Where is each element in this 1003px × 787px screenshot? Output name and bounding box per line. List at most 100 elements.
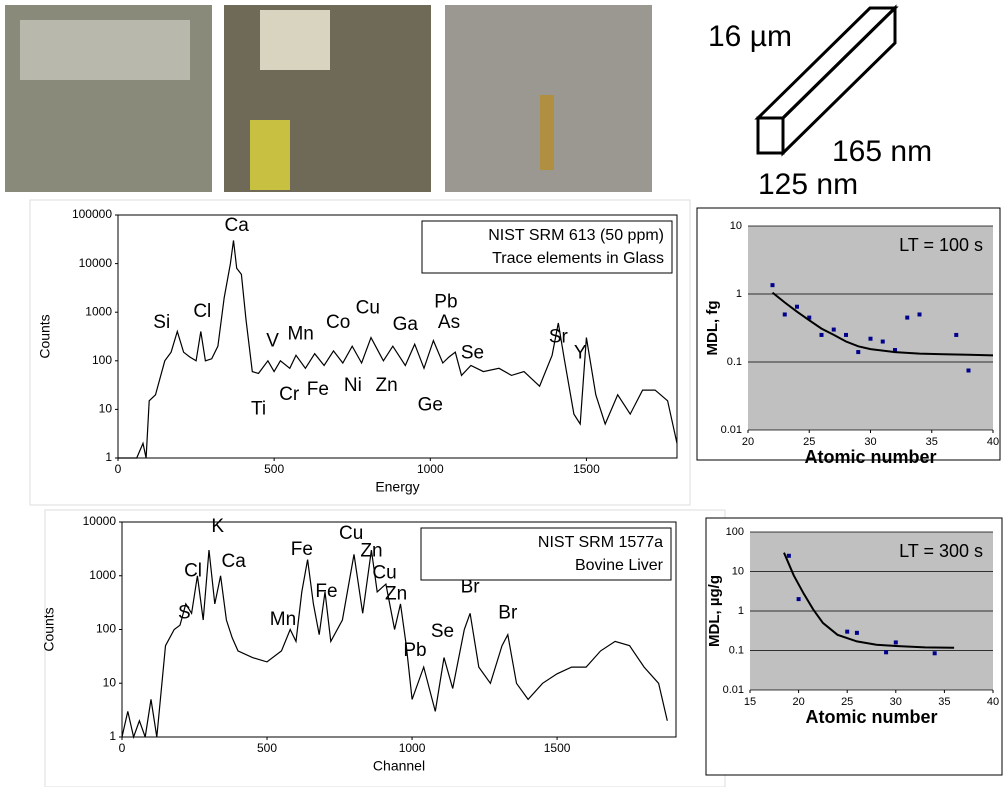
data-point: [770, 283, 775, 288]
peak-label: Ca: [225, 215, 250, 236]
photos: [5, 5, 652, 192]
spectrum-line: [121, 550, 668, 740]
note: Trace elements in Glass: [492, 250, 664, 267]
peak-label: Cu: [372, 563, 396, 584]
note-box: [421, 220, 673, 274]
x-tick-label: 1000: [399, 741, 426, 755]
x-tick-label: 0: [119, 741, 126, 755]
y-axis-label: Counts: [41, 607, 57, 651]
peak-label: Co: [326, 312, 350, 333]
photo-detail: [260, 10, 330, 70]
y-tick-label: 100000: [72, 207, 112, 221]
x-tick-label: 1000: [417, 462, 444, 476]
peak-label: Y: [574, 343, 587, 364]
x-tick-label: 20: [792, 696, 804, 708]
data-point: [880, 339, 885, 344]
peak-label: V: [266, 330, 279, 351]
x-axis-label: Atomic number: [805, 707, 937, 727]
x-tick-label: 20: [742, 436, 754, 448]
x-tick-label: 35: [938, 696, 950, 708]
y-tick-label: 1000: [85, 304, 112, 318]
x-tick-label: 1500: [573, 462, 600, 476]
diagram-label: 16 µm: [708, 20, 792, 53]
data-point: [905, 315, 910, 320]
data-point: [807, 315, 812, 320]
y-tick-label: 10000: [83, 514, 117, 528]
data-point: [854, 630, 859, 635]
y-tick-label: 0.01: [721, 424, 742, 436]
peak-label: Cl: [184, 561, 202, 582]
x-tick-label: 1500: [544, 741, 571, 755]
diagram-label: 165 nm: [832, 135, 932, 168]
y-tick-label: 1: [105, 450, 112, 464]
diagram-label: 125 nm: [758, 168, 858, 201]
y-tick-label: 1000: [89, 568, 116, 582]
y-tick-label: 1: [109, 729, 116, 743]
x-tick-label: 500: [264, 462, 284, 476]
peak-label: Se: [431, 621, 454, 642]
peak-label: Mn: [287, 323, 313, 344]
x-tick-label: 35: [926, 436, 938, 448]
data-point: [819, 332, 824, 337]
peak-label: Ga: [393, 314, 419, 335]
peak-label: Ni: [344, 375, 362, 396]
peak-label: Cr: [279, 384, 300, 405]
x-axis-label: Atomic number: [804, 447, 936, 467]
note: NIST SRM 1577a: [538, 534, 663, 551]
y-tick-label: 10: [99, 402, 113, 416]
peak-label: Zn: [360, 541, 382, 562]
y-tick-label: 0.1: [729, 644, 744, 656]
peak-label: Si: [153, 312, 170, 333]
peak-label: Ti: [251, 398, 266, 419]
peak-label: Fe: [315, 581, 337, 602]
data-point: [795, 304, 799, 309]
data-point: [893, 348, 897, 353]
x-tick-label: 40: [987, 436, 999, 448]
note: LT = 100 s: [899, 235, 983, 255]
x-tick-label: 25: [803, 436, 815, 448]
y-tick-label: 10000: [79, 256, 113, 270]
note: Bovine Liver: [575, 557, 664, 574]
peak-label: Sr: [549, 327, 569, 348]
note: NIST SRM 613 (50 ppm): [488, 227, 664, 244]
peak-label: Fe: [307, 379, 329, 400]
y-tick-label: 100: [726, 526, 744, 538]
data-point: [796, 597, 801, 602]
peak-label: Ca: [222, 551, 247, 572]
fit-curve: [771, 291, 994, 357]
data-point: [966, 368, 971, 373]
data-point: [856, 350, 861, 355]
data-point: [782, 312, 787, 317]
peak-label: Cu: [356, 297, 380, 318]
note-box: [420, 527, 672, 581]
y-tick-label: 100: [96, 622, 116, 636]
peak-label: Br: [498, 602, 518, 623]
data-point: [786, 553, 791, 558]
y-tick-label: 10: [732, 565, 744, 577]
x-axis-label: Energy: [375, 479, 419, 495]
peak-label: Zn: [385, 583, 407, 604]
y-tick-label: 1: [736, 288, 742, 300]
x-tick-label: 15: [744, 696, 756, 708]
peak-label: As: [438, 312, 460, 333]
y-tick-label: 0.1: [727, 356, 742, 368]
photo-detail: [20, 20, 190, 80]
data-point: [932, 651, 937, 656]
data-point: [868, 336, 873, 341]
peak-label: Pb: [434, 291, 457, 312]
peak-label: Ge: [418, 395, 443, 416]
photo-detail: [250, 120, 290, 190]
x-tick-label: 25: [841, 696, 853, 708]
peak-label: Cl: [193, 301, 211, 322]
y-tick-label: 10: [103, 675, 117, 689]
peak-label: Cu: [339, 523, 363, 544]
x-axis-label: Channel: [373, 758, 425, 774]
peak-label: Zn: [375, 375, 397, 396]
data-point: [845, 629, 850, 634]
x-tick-label: 30: [890, 696, 902, 708]
data-point: [893, 640, 898, 645]
data-point: [844, 332, 848, 337]
peak-label: Mn: [270, 609, 296, 630]
peak-label: K: [211, 516, 224, 537]
plot-area: [748, 226, 993, 430]
